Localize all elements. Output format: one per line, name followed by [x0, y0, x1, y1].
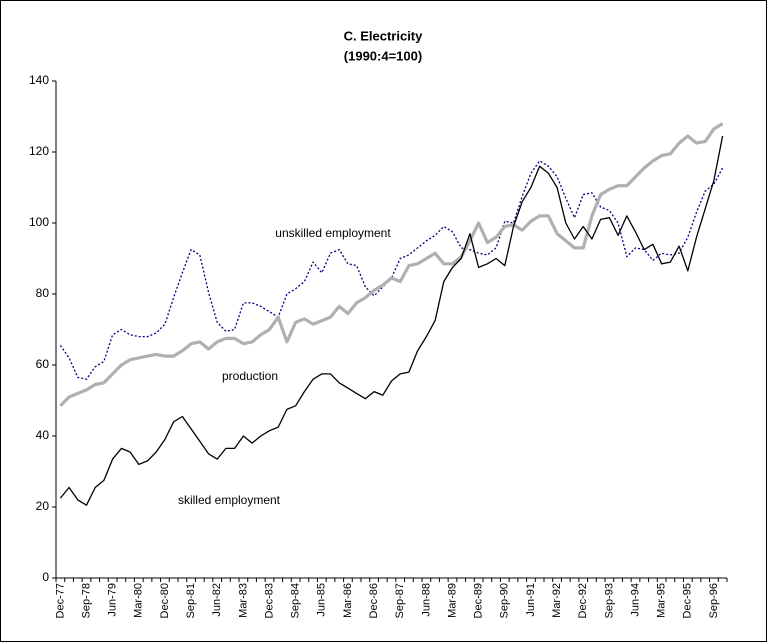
chart-subtitle: (1990:4=100)	[344, 48, 422, 63]
x-tick-label: Dec-77	[54, 583, 66, 618]
y-tick-label: 120	[29, 144, 49, 158]
y-tick-label: 140	[29, 73, 49, 87]
x-tick-label: Jun-79	[107, 583, 119, 617]
x-tick-label: Sep-87	[394, 583, 406, 618]
x-tick-label: Jun-91	[525, 583, 537, 617]
x-tick-label: Sep-90	[499, 583, 511, 618]
x-tick-label: Sep-81	[185, 583, 197, 618]
x-tick-label: Dec-80	[159, 583, 171, 618]
x-tick-label: Sep-96	[708, 583, 720, 618]
x-tick-label: Jun-94	[629, 583, 641, 617]
y-tick-label: 20	[36, 499, 50, 513]
y-tick-label: 0	[42, 570, 49, 584]
x-tick-label: Dec-89	[473, 583, 485, 618]
series-label: unskilled employment	[275, 226, 391, 240]
x-tick-label: Mar-95	[656, 583, 668, 618]
x-tick-label: Sep-93	[603, 583, 615, 618]
y-tick-label: 60	[36, 357, 50, 371]
line-series	[59, 160, 724, 380]
line-series	[59, 122, 724, 407]
x-tick-label: Sep-84	[290, 583, 302, 618]
x-tick-label: Jun-82	[211, 583, 223, 617]
x-tick-label: Mar-86	[342, 583, 354, 618]
x-tick-label: Sep-78	[80, 583, 92, 618]
x-tick-label: Jun-85	[316, 583, 328, 617]
x-tick-label: Mar-80	[133, 583, 145, 618]
series-label: skilled employment	[178, 493, 281, 507]
x-tick-label: Jun-88	[420, 583, 432, 617]
x-tick-label: Mar-83	[237, 583, 249, 618]
x-tick-label: Dec-95	[682, 583, 694, 618]
series-label: production	[222, 369, 278, 383]
x-tick-label: Dec-83	[263, 583, 275, 618]
x-tick-label: Mar-92	[551, 583, 563, 618]
x-tick-label: Dec-92	[577, 583, 589, 618]
y-tick-label: 40	[36, 428, 50, 442]
chart-title: C. Electricity	[344, 28, 424, 43]
x-tick-label: Mar-89	[446, 583, 458, 618]
y-tick-label: 80	[36, 286, 50, 300]
y-tick-label: 100	[29, 215, 49, 229]
x-tick-label: Dec-86	[368, 583, 380, 618]
line-series	[59, 135, 724, 506]
